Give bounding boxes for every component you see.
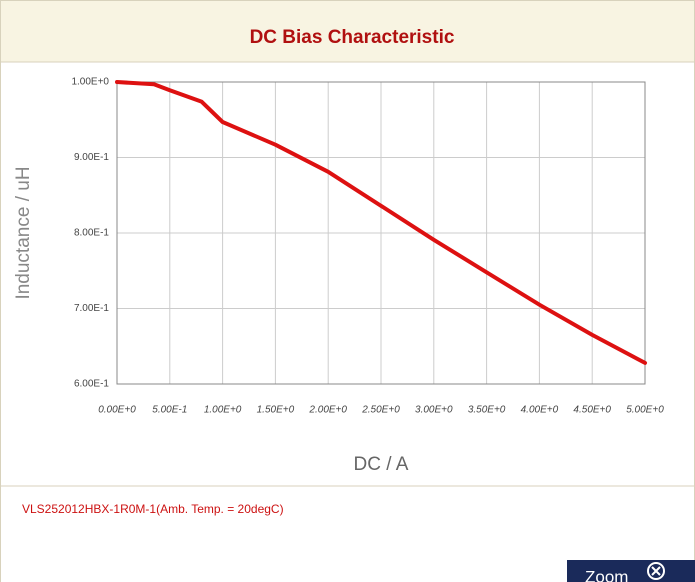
y-tick-label: 9.00E-1 [74,152,109,163]
zoom-button[interactable]: Zoom [567,560,695,582]
x-tick-label: 1.50E+0 [257,405,295,416]
y-tick-label: 6.00E-1 [74,379,109,390]
series-caption: VLS252012HBX-1R0M-1(Amb. Temp. = 20degC) [22,502,284,516]
x-tick-label: 2.00E+0 [308,405,347,416]
y-tick-label: 1.00E+0 [71,77,109,88]
y-tick-label: 7.00E-1 [74,303,109,314]
x-tick-label: 3.00E+0 [415,405,453,416]
x-tick-label: 4.00E+0 [521,405,559,416]
x-tick-label: 5.00E+0 [626,405,664,416]
x-axis-label: DC / A [354,454,409,475]
chart-title: DC Bias Characteristic [250,27,455,48]
x-tick-label: 3.50E+0 [468,405,506,416]
x-tick-label: 0.00E+0 [98,405,136,416]
x-tick-label: 4.50E+0 [573,405,611,416]
x-tick-label: 5.00E-1 [152,405,187,416]
zoom-button-label[interactable]: Zoom [585,567,628,582]
x-tick-label: 1.00E+0 [204,405,242,416]
zoom-icon[interactable] [647,562,665,580]
series-line [115,80,647,365]
y-tick-label: 8.00E-1 [74,228,109,239]
header [1,1,694,62]
zoom-icon-cross[interactable] [651,566,661,576]
x-tick-label: 2.50E+0 [361,405,400,416]
plot-frame [116,81,646,385]
y-axis-label: Inductance / uH [13,166,34,299]
